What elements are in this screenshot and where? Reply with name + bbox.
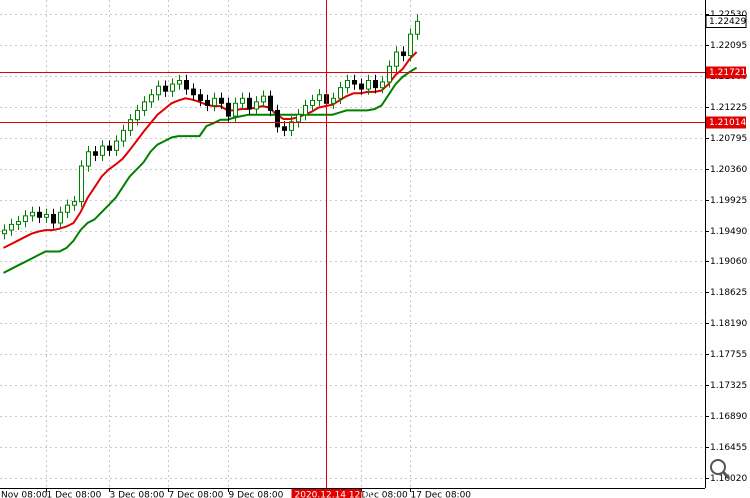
candle-body <box>387 65 392 83</box>
y-tick-label: 1.17325 <box>710 381 747 391</box>
x-tick-label: 1 Dec 08:00 <box>47 491 102 498</box>
current-price-box <box>705 15 747 28</box>
x-tick-label: Dec 08:00 <box>362 491 408 498</box>
candle-body <box>65 204 70 213</box>
y-tick-label: 1.16890 <box>710 412 747 422</box>
y-tick-label: 1.20360 <box>710 165 747 175</box>
candle-body <box>366 80 371 90</box>
candle-body <box>205 99 210 106</box>
candle-body <box>317 94 322 101</box>
candle-body <box>219 97 224 104</box>
candle-body <box>156 85 161 96</box>
candle-body <box>58 211 63 224</box>
candle-body <box>373 80 378 89</box>
candle-body <box>296 114 301 123</box>
candle-body <box>380 81 385 89</box>
price-label: 1.21014 <box>709 118 746 128</box>
candle-body <box>170 83 175 92</box>
zoom-icon[interactable] <box>710 459 731 480</box>
candle-body <box>212 97 217 106</box>
y-tick-label: 1.16020 <box>710 474 747 484</box>
candle-body <box>401 51 406 57</box>
price-label-box <box>706 66 746 79</box>
y-tick-label: 1.20795 <box>710 134 747 144</box>
candle-body <box>177 80 182 85</box>
candle-body <box>114 140 119 151</box>
indicator-line <box>3 66 418 274</box>
zoom-lens[interactable] <box>710 459 726 475</box>
y-tick-label: 1.18190 <box>710 319 747 329</box>
x-tick-label: 3 Dec 08:00 <box>110 491 165 498</box>
candle-body <box>303 104 308 116</box>
x-tick-label: Nov 08:00 <box>1 491 48 498</box>
candle-body <box>345 80 350 89</box>
candle-body <box>51 213 56 224</box>
candle-body <box>184 80 189 90</box>
candle-body <box>289 121 294 131</box>
candle-body <box>261 95 266 103</box>
candle-body <box>149 94 154 103</box>
y-tick-label: 1.22095 <box>710 41 747 51</box>
candle-body <box>191 88 196 96</box>
candle-body <box>352 80 357 85</box>
candle-body <box>9 223 14 231</box>
candle-body <box>394 51 399 67</box>
crosshair-label-box <box>291 489 362 498</box>
candle-body <box>79 165 84 203</box>
x-tick-label: 17 Dec 08:00 <box>411 491 472 498</box>
y-tick-label: 1.18625 <box>710 288 747 298</box>
y-tick-label: 1.21225 <box>710 103 747 113</box>
y-tick-label: 1.19060 <box>710 257 747 267</box>
candle-body <box>72 201 77 206</box>
candle-body <box>310 99 315 106</box>
candle-body <box>268 95 273 111</box>
candle-body <box>30 211 35 217</box>
candle-body <box>93 151 98 156</box>
candle-body <box>226 102 231 117</box>
price-label-box <box>706 116 746 129</box>
candle-body <box>86 151 91 167</box>
candle-body <box>275 109 280 128</box>
crosshair-label: 2020.12.14 12:00 <box>295 491 376 498</box>
x-tick-label: 9 Dec 08:00 <box>229 491 284 498</box>
candle-body <box>359 83 364 90</box>
candle-body <box>233 102 238 117</box>
current-price-label: 1.22429 <box>709 17 746 27</box>
candle-body <box>16 221 21 225</box>
zoom-handle[interactable] <box>721 470 731 480</box>
candle-body <box>121 129 126 142</box>
candle-body <box>198 94 203 101</box>
y-tick-label: 1.17755 <box>710 350 747 360</box>
candle-body <box>331 97 336 104</box>
price-label: 1.21721 <box>709 68 746 78</box>
candle-body <box>247 97 252 110</box>
candle-body <box>254 101 259 110</box>
candle-body <box>2 229 7 235</box>
candle-body <box>37 211 42 218</box>
candle-body <box>23 215 28 223</box>
candle-body <box>415 20 420 35</box>
candle-body <box>128 119 133 131</box>
y-tick-label: 1.16455 <box>710 443 747 453</box>
candle-body <box>240 97 245 104</box>
candle-body <box>44 213 49 218</box>
candle-body <box>107 145 112 151</box>
candle-body <box>282 126 287 131</box>
candle-body <box>100 145 105 156</box>
candle-body <box>135 109 140 121</box>
y-tick-label: 1.19490 <box>710 227 747 237</box>
y-tick-label: 1.19925 <box>710 196 747 206</box>
candle-body <box>408 33 413 57</box>
candle-body <box>163 85 168 92</box>
candle-body <box>338 87 343 99</box>
candle-body <box>142 101 147 111</box>
x-tick-label: 7 Dec 08:00 <box>169 491 224 498</box>
